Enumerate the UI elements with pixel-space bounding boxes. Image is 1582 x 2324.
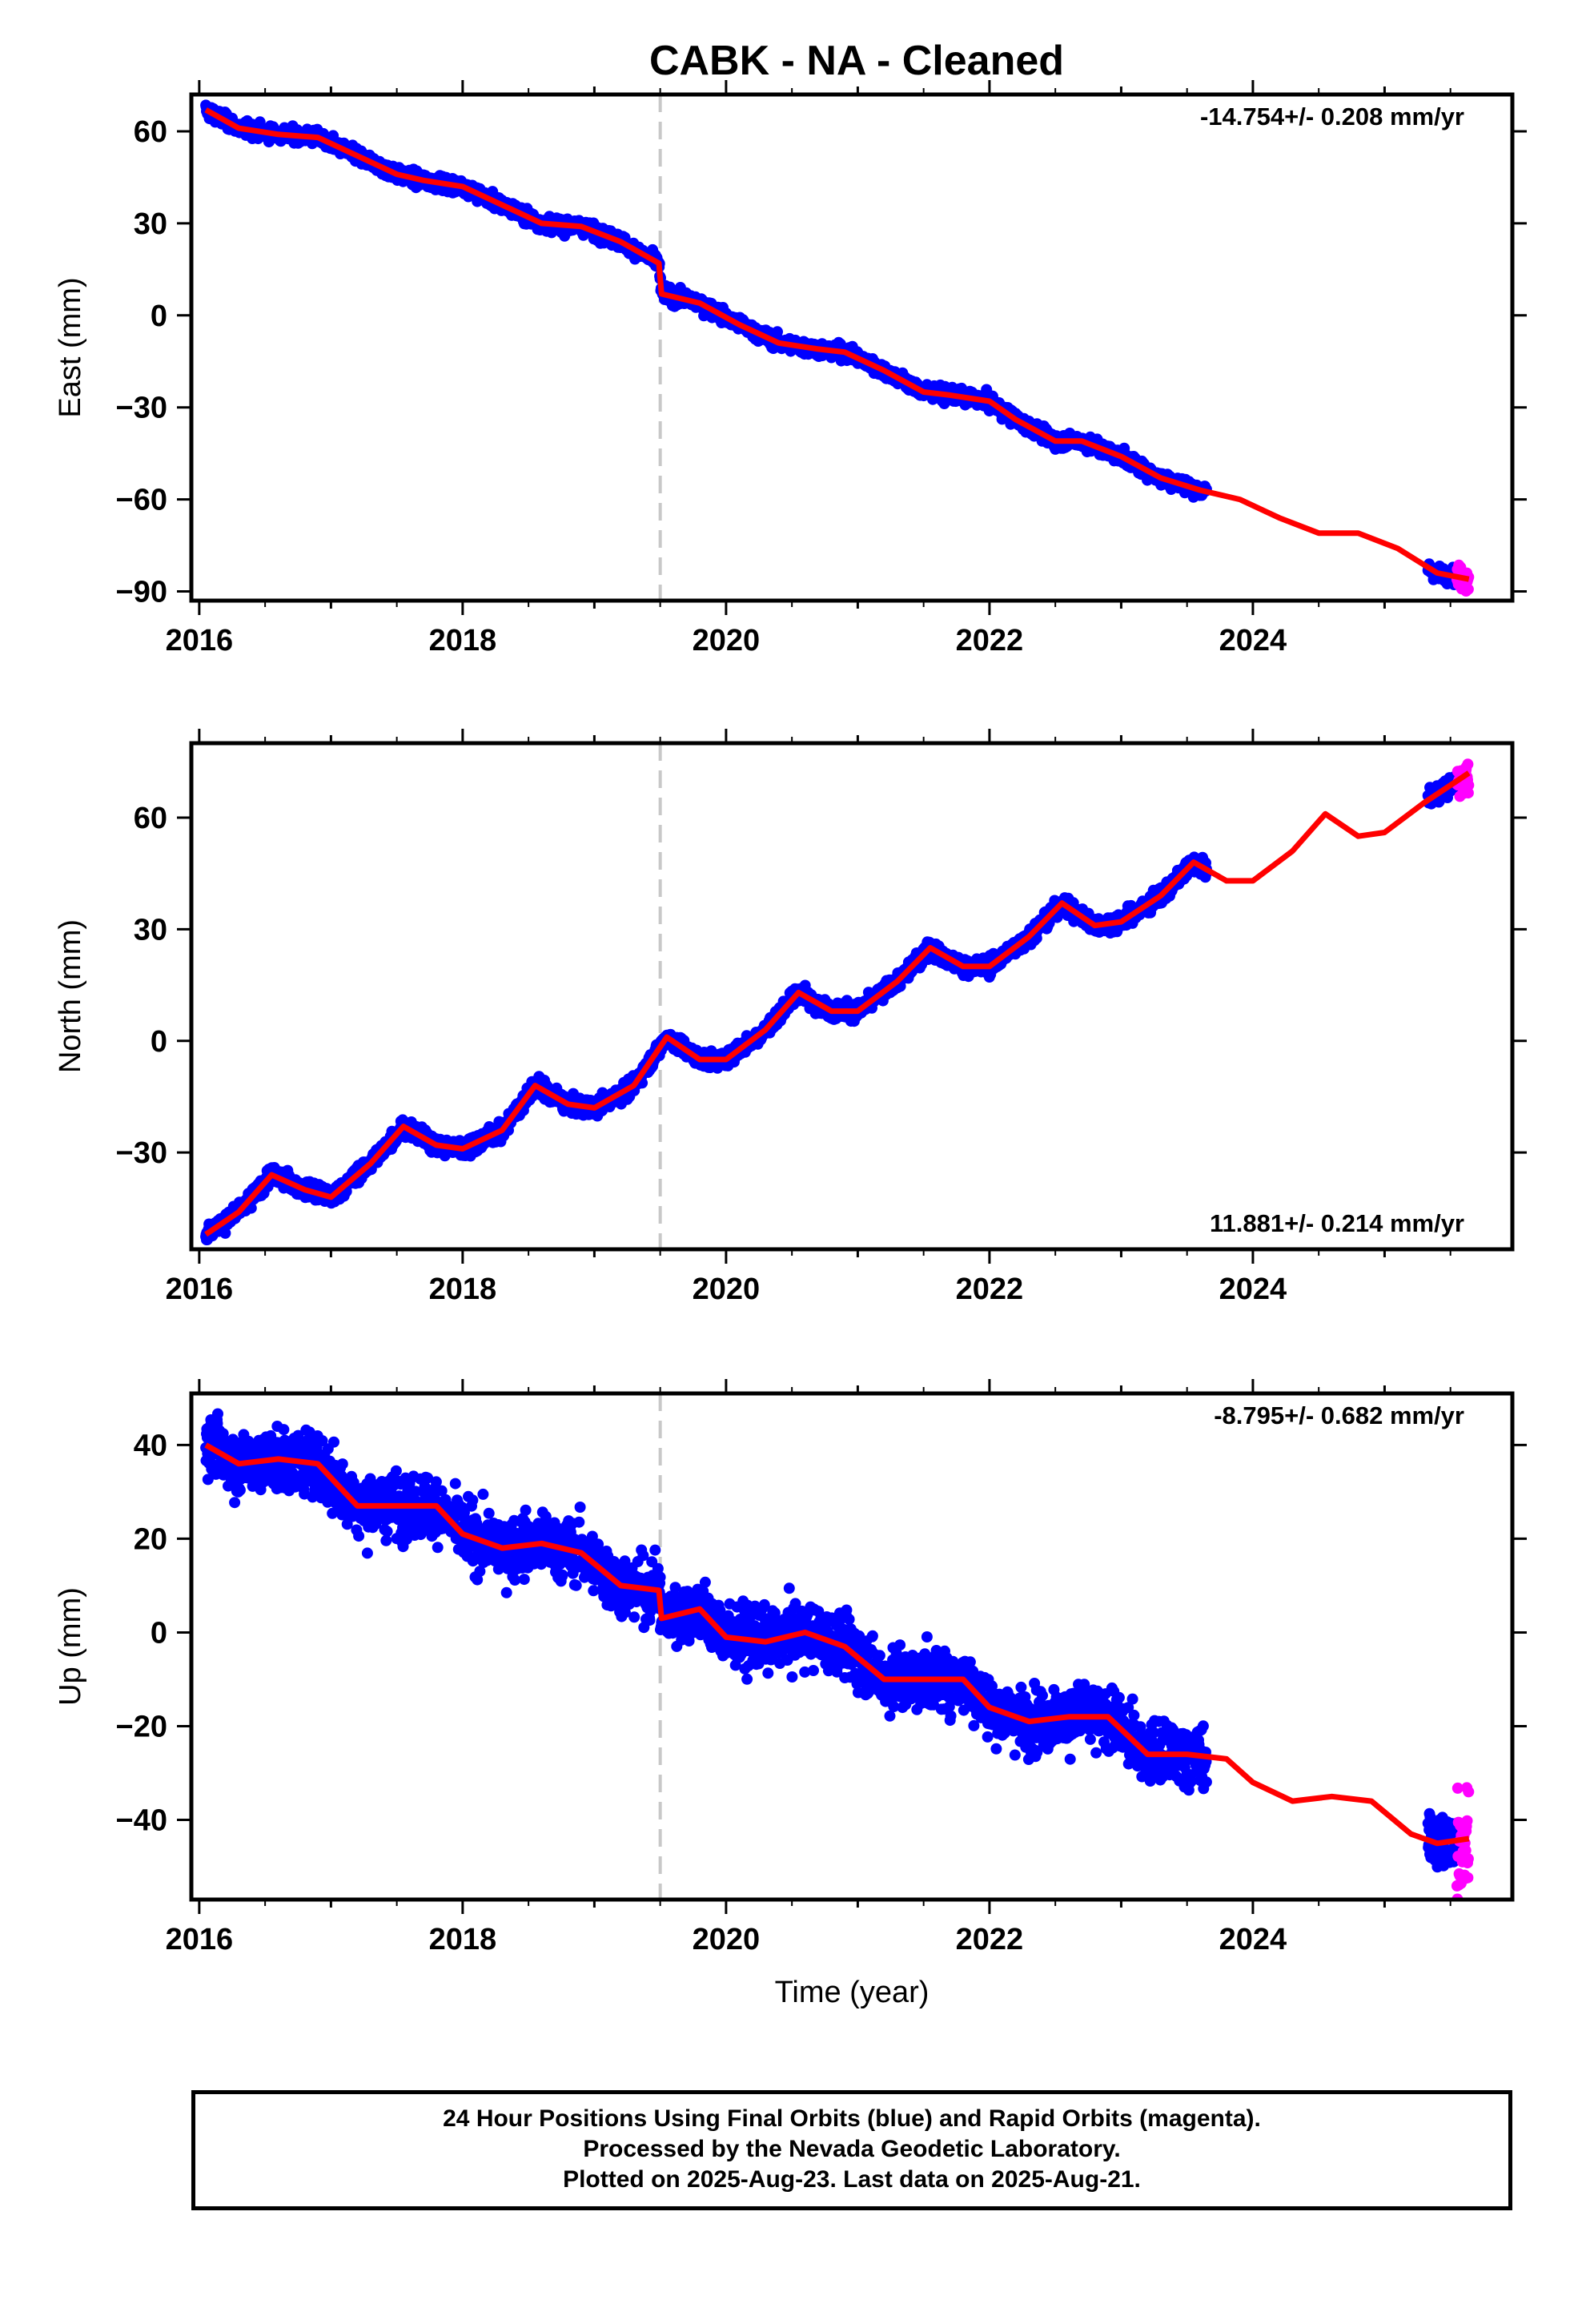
rate-label: -14.754+/- 0.208 mm/yr: [1200, 103, 1464, 131]
x-tick-label: 2016: [166, 624, 234, 657]
x-tick-label: 2018: [429, 624, 497, 657]
x-tick-label: 2024: [1219, 624, 1287, 657]
model-line: [204, 107, 1470, 582]
y-tick-label: −90: [116, 576, 167, 609]
x-tick-label: 2022: [956, 624, 1024, 657]
chart-title: CABK - NA - Cleaned: [648, 38, 1065, 84]
y-tick-label: −30: [116, 392, 167, 425]
data-point: [219, 1227, 231, 1239]
x-tick-label: 2020: [693, 624, 761, 657]
y-axis-label: East (mm): [54, 277, 87, 417]
east-panel: 2016 2018 2020 2022 2024 −90 −60 −30 0 30 60 East (…: [54, 80, 1527, 657]
y-tick-label: 0: [151, 300, 167, 333]
y-tick-label: 60: [134, 115, 167, 149]
y-tick-label: −60: [116, 484, 167, 517]
data-point: [1462, 583, 1474, 595]
plot-frame: [189, 92, 1515, 603]
y-tick-label: 30: [134, 207, 167, 241]
plot-area: [200, 99, 1475, 597]
plot-area: [200, 758, 1475, 1246]
